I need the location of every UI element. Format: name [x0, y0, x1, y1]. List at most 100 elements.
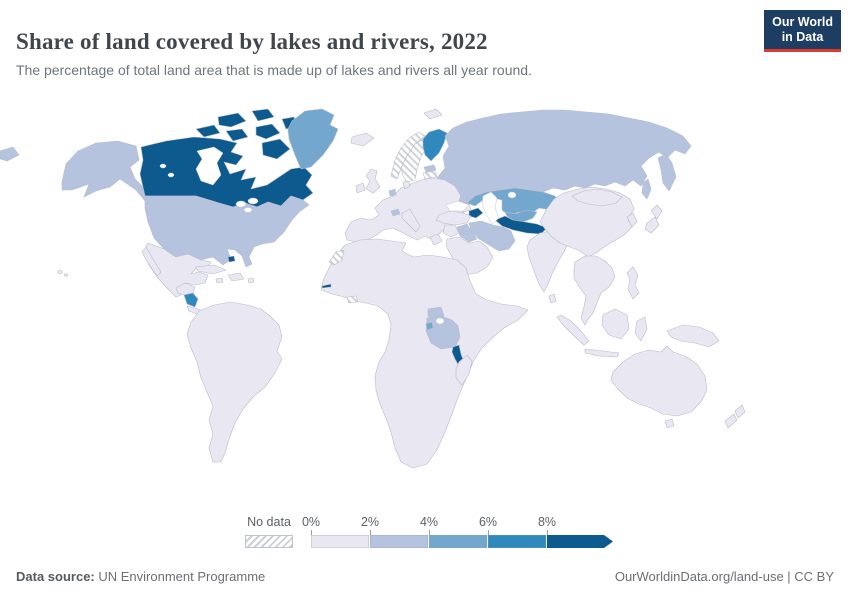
country-greece[interactable] [429, 233, 443, 246]
country-switzerland[interactable] [390, 208, 401, 217]
island-sumatra[interactable] [556, 314, 590, 346]
country-svalbard[interactable] [423, 108, 443, 120]
aral-sea [507, 191, 517, 199]
country-burundi[interactable] [425, 321, 434, 331]
country-iceland[interactable] [350, 132, 375, 147]
country-netherlands[interactable] [388, 188, 397, 197]
legend-bin[interactable] [311, 535, 370, 548]
country-alaska[interactable] [61, 140, 153, 203]
country-canada-arctic-islands[interactable] [195, 124, 221, 138]
country-mexico-baja[interactable] [141, 246, 162, 277]
region-levant[interactable] [442, 224, 460, 238]
country-tanzania[interactable] [425, 315, 461, 350]
country-japan[interactable] [650, 204, 663, 220]
country-uzbekistan[interactable] [504, 209, 538, 223]
legend-tick-label: 6% [478, 515, 498, 529]
country-hispaniola[interactable] [227, 272, 245, 282]
country-new-zealand[interactable] [734, 404, 746, 419]
country-united-kingdom[interactable] [365, 168, 381, 194]
country-ireland[interactable] [355, 182, 366, 194]
country-mexico[interactable] [142, 242, 212, 298]
island-new-guinea[interactable] [666, 324, 720, 348]
hudson-bay [195, 146, 224, 186]
country-greenland[interactable] [287, 108, 339, 170]
owid-logo[interactable]: Our World in Data [764, 10, 841, 52]
legend-tick-mark [547, 530, 548, 536]
legend-tick-mark [429, 530, 430, 536]
footer-source-value: UN Environment Programme [94, 569, 266, 584]
great-slave-lake [167, 172, 175, 178]
country-philippines[interactable] [626, 266, 640, 300]
island-java[interactable] [584, 348, 620, 358]
country-hawaii[interactable] [57, 270, 63, 274]
legend-bin[interactable] [547, 535, 613, 548]
country-sweden[interactable] [400, 138, 428, 183]
country-canada-arctic-islands[interactable] [225, 128, 249, 142]
country-norway[interactable] [390, 131, 426, 180]
owid-logo-line2: in Data [781, 30, 824, 44]
legend-bin[interactable] [429, 535, 488, 548]
island-tasmania[interactable] [664, 418, 675, 429]
country-jamaica[interactable] [215, 277, 224, 284]
legend-tick-mark [370, 530, 371, 536]
country-gambia[interactable] [321, 283, 332, 289]
lake-victoria [435, 317, 445, 325]
country-canada-arctic-islands[interactable] [217, 112, 247, 128]
legend-tick-mark [488, 530, 489, 536]
page-title: Share of land covered by lakes and river… [16, 29, 488, 55]
country-iraq[interactable] [456, 223, 478, 243]
footer-source-label: Data source: [16, 569, 95, 584]
country-finland[interactable] [422, 128, 448, 162]
continent-south-america[interactable] [186, 301, 283, 463]
footer-source: Data source: UN Environment Programme [16, 569, 265, 584]
country-puerto-rico[interactable] [247, 277, 255, 284]
country-canada-arctic-islands[interactable] [261, 138, 291, 160]
country-russia-sakhalin[interactable] [641, 178, 652, 200]
country-russia-kamchatka[interactable] [657, 153, 677, 192]
country-russia[interactable] [436, 109, 692, 207]
great-lakes [243, 207, 253, 213]
great-bear-lake [159, 163, 167, 169]
country-australia[interactable] [610, 345, 708, 417]
country-cuba[interactable] [195, 264, 227, 275]
country-japan[interactable] [644, 216, 660, 234]
country-latvia[interactable] [422, 170, 438, 180]
country-estonia[interactable] [423, 164, 437, 173]
legend-bar [311, 535, 613, 548]
footer: Data source: UN Environment Programme Ou… [16, 569, 834, 584]
owid-logo-line1: Our World [772, 15, 833, 29]
legend-tick-label: 8% [537, 515, 557, 529]
island-borneo[interactable] [601, 308, 630, 340]
country-western-sahara[interactable] [328, 249, 345, 266]
black-sea [445, 200, 470, 212]
country-new-zealand[interactable] [724, 413, 738, 429]
country-bahamas[interactable] [227, 255, 236, 263]
country-madagascar[interactable] [455, 354, 473, 386]
country-turkey[interactable] [435, 210, 472, 226]
country-italy[interactable] [401, 208, 421, 233]
country-canada-arctic-islands[interactable] [255, 123, 281, 140]
country-iran[interactable] [468, 220, 516, 252]
country-russia-west-fragment[interactable] [0, 146, 20, 162]
legend-bin[interactable] [370, 535, 429, 548]
page-subtitle: The percentage of total land area that i… [16, 62, 532, 78]
great-lakes [235, 200, 247, 208]
country-korea[interactable] [626, 212, 638, 228]
legend-bin[interactable] [488, 535, 547, 548]
country-cote-divoire[interactable] [346, 295, 359, 304]
region-southeast-asia[interactable] [573, 255, 616, 326]
legend-no-data-swatch[interactable] [245, 535, 293, 548]
legend-tick-label: 4% [419, 515, 439, 529]
country-nicaragua[interactable] [183, 292, 199, 308]
map-legend: No data 0% 2% 4% 6% 8% [0, 514, 850, 552]
great-lakes [247, 197, 259, 205]
footer-attribution[interactable]: OurWorldinData.org/land-use | CC BY [614, 569, 834, 584]
country-hawaii[interactable] [64, 273, 68, 277]
country-mongolia[interactable] [571, 188, 623, 207]
country-sri-lanka[interactable] [548, 293, 557, 304]
continent-africa[interactable] [320, 238, 529, 469]
island-sulawesi[interactable] [634, 316, 648, 342]
country-canada-arctic-islands[interactable] [251, 108, 275, 122]
legend-no-data-label: No data [247, 515, 291, 529]
